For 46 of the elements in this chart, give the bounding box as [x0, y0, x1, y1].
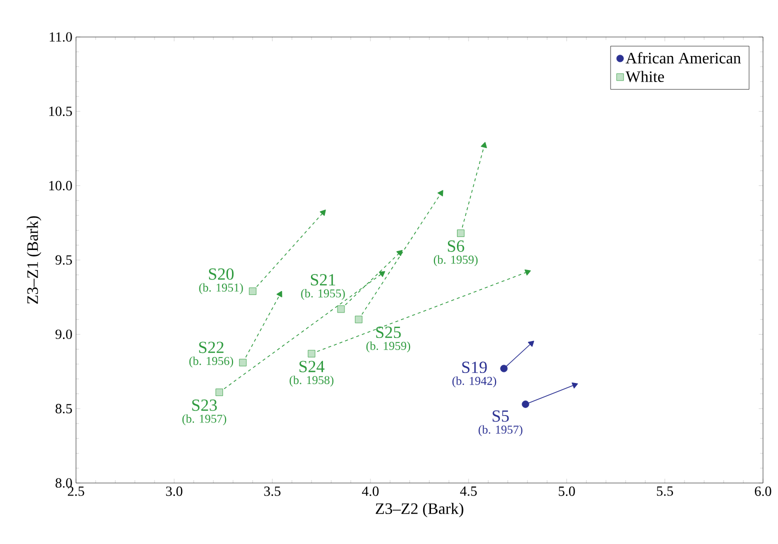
legend-label: White — [626, 70, 664, 82]
annotation: S23 — [192, 400, 217, 411]
y-tick-label: 10.5 — [49, 106, 72, 116]
y-tick-label: 8.0 — [56, 478, 72, 488]
y-tick-label: 9.5 — [56, 255, 72, 265]
annotation: S21 — [310, 274, 336, 286]
point — [522, 400, 530, 408]
annotation: (b. 1957) — [182, 414, 226, 426]
annotation: (b. 1956) — [189, 356, 234, 368]
x-tick-label: 5.0 — [558, 486, 575, 496]
point — [354, 316, 362, 324]
annotation: S6 — [448, 240, 464, 252]
annotation: (b. 1959) — [434, 255, 478, 266]
annotation: (b. 1957) — [478, 425, 522, 436]
point — [457, 230, 464, 237]
annotation: (b. 1959) — [366, 342, 410, 352]
x-tick-label: 4.5 — [460, 486, 477, 496]
annotation: S5 — [492, 410, 509, 422]
x-axis-title: Z3–Z2 (Bark) — [376, 502, 464, 518]
point — [216, 388, 223, 396]
annotation: S19 — [462, 362, 487, 374]
point — [500, 364, 508, 372]
annotation: (b. 1951) — [199, 283, 243, 294]
point — [308, 350, 316, 358]
x-tick-label: 6.0 — [754, 486, 772, 496]
x-tick-label: 3.0 — [166, 486, 182, 496]
annotation: S25 — [376, 326, 401, 338]
annotation: S22 — [199, 342, 224, 354]
y-tick-label: 11.0 — [50, 32, 72, 42]
x-tick-label: 2.5 — [68, 486, 84, 496]
y-tick-label: 10.0 — [49, 180, 72, 190]
x-tick-label: 3.5 — [264, 486, 280, 496]
point — [337, 305, 345, 313]
annotation: (b. 1942) — [452, 376, 496, 388]
x-tick-label: 5.5 — [656, 486, 674, 496]
annotation: (b. 1958) — [290, 376, 334, 387]
annotation: S20 — [209, 268, 234, 280]
x-tick-label: 4.0 — [362, 486, 379, 496]
y-tick-label: 9.0 — [56, 330, 72, 340]
legend-label: African American — [626, 52, 741, 64]
y-tick-label: 8.5 — [56, 404, 72, 414]
point — [239, 358, 247, 366]
annotation: S24 — [300, 360, 324, 372]
point — [248, 288, 256, 295]
y-axis-title: Z3–Z1 (Bark) — [26, 216, 42, 304]
annotation: (b. 1955) — [301, 289, 345, 300]
